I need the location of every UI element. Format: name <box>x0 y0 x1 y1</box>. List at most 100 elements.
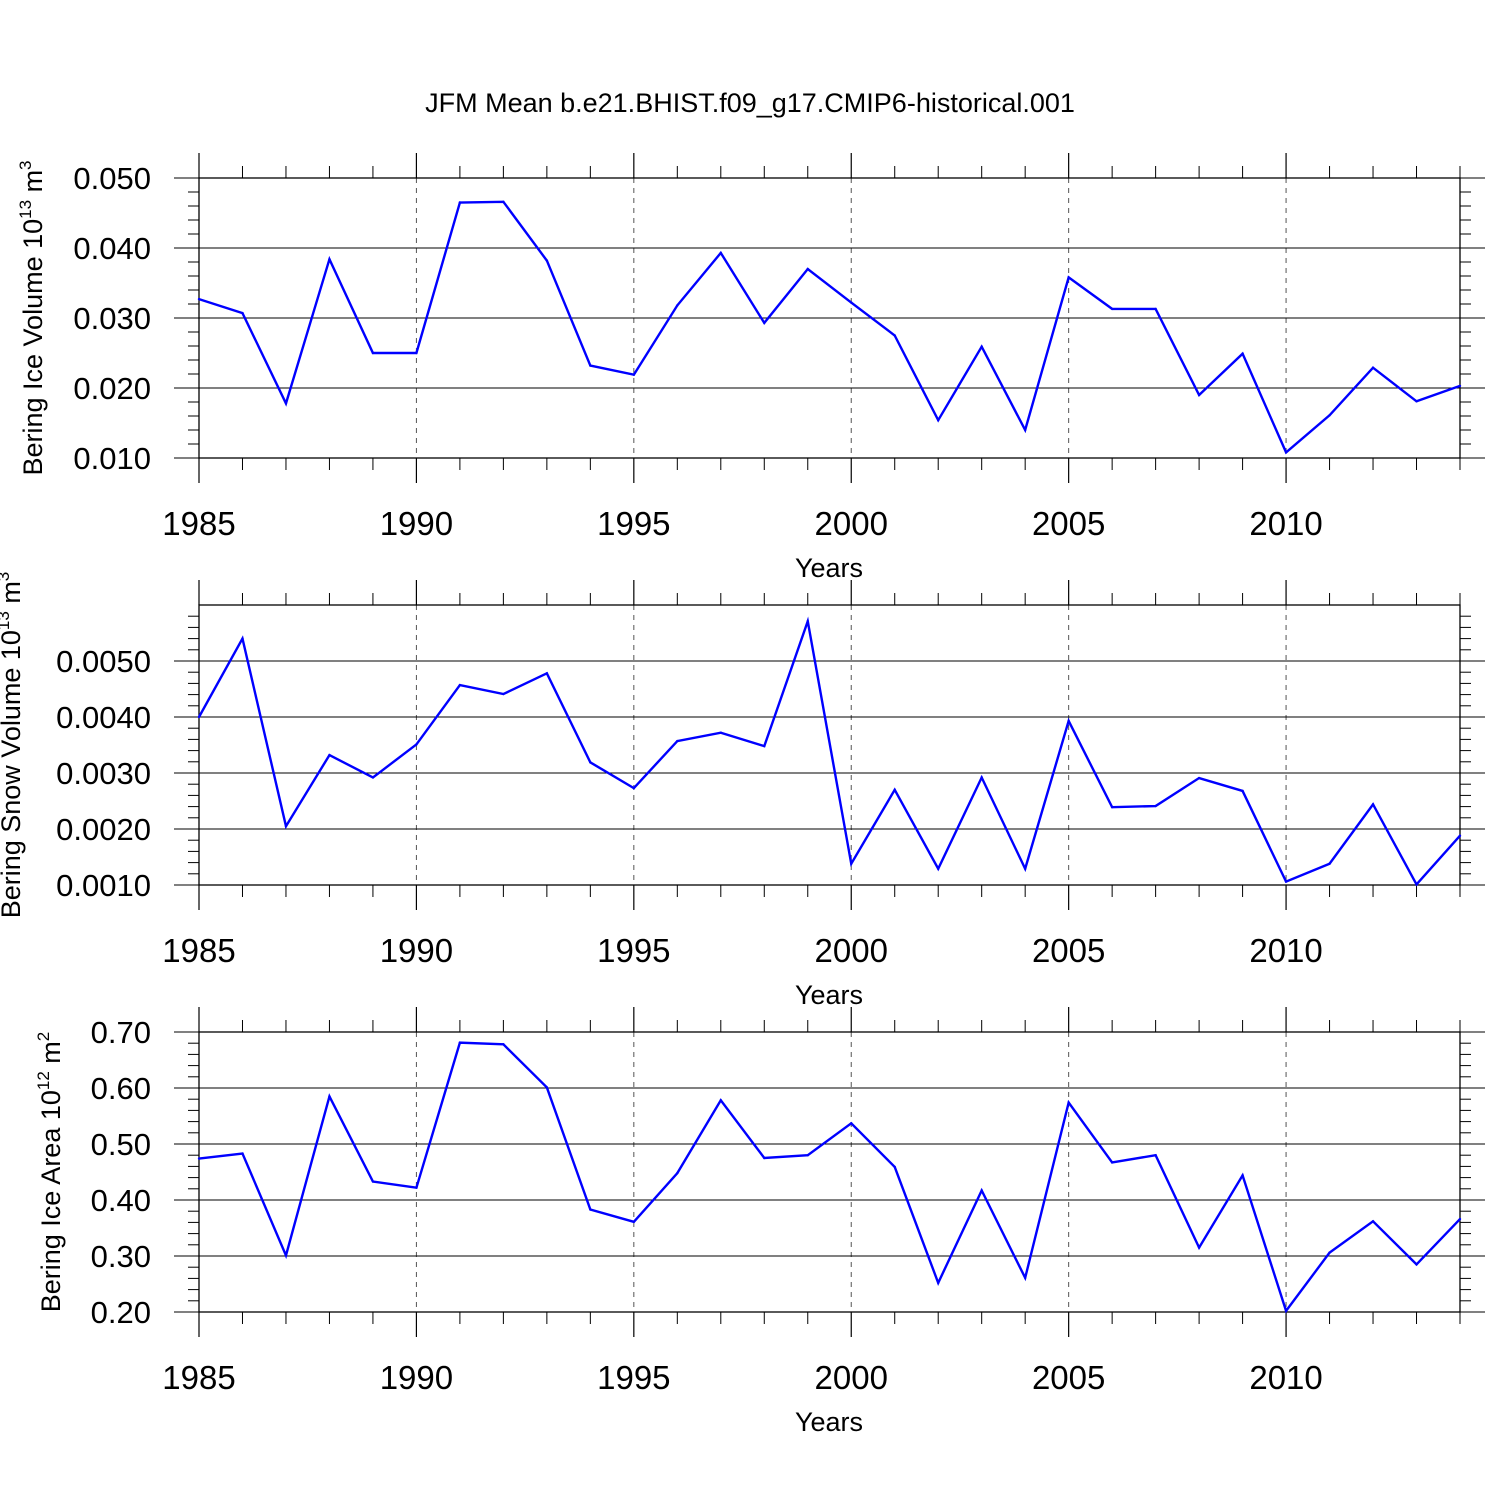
data-point <box>415 1186 418 1189</box>
data-point <box>1067 719 1070 723</box>
data-point <box>284 1254 288 1257</box>
data-point <box>589 761 592 764</box>
data-point <box>676 304 679 307</box>
data-point <box>1197 1246 1201 1249</box>
series-line <box>198 1041 1461 1314</box>
data-point <box>719 251 722 255</box>
data-point <box>632 1220 636 1224</box>
data-point <box>545 1086 549 1089</box>
data-point <box>1197 393 1201 397</box>
y-axis-label-unit: m <box>0 581 26 611</box>
y-tick-label: 0.0050 <box>56 644 151 679</box>
y-tick-label: 0.0020 <box>56 812 151 847</box>
data-point <box>241 637 244 640</box>
y-tick-label: 0.0010 <box>56 868 151 903</box>
x-tick-label: 2010 <box>1249 1359 1322 1396</box>
data-point <box>1328 1251 1331 1254</box>
y-axis-label-unit-exponent: 3 <box>0 572 13 581</box>
data-point <box>1067 276 1070 279</box>
data-point <box>328 258 331 261</box>
data-point <box>1284 1309 1288 1313</box>
data-point <box>1023 867 1027 870</box>
y-axis-label: Bering Snow Volume 1013 m3 <box>0 572 26 919</box>
data-point <box>980 345 983 348</box>
data-point <box>1241 1174 1244 1177</box>
data-point <box>1415 400 1418 403</box>
data-point <box>1458 1217 1462 1221</box>
y-axis-label-exponent: 13 <box>16 200 35 219</box>
y-tick-label: 0.70 <box>91 1015 151 1050</box>
data-point <box>850 1122 853 1125</box>
data-point <box>458 683 462 687</box>
y-tick-label: 0.010 <box>73 441 151 476</box>
data-point <box>458 201 462 204</box>
data-point <box>1371 366 1375 369</box>
data-point <box>415 351 418 355</box>
data-point <box>371 1180 375 1183</box>
data-point <box>1241 789 1244 793</box>
x-tick-label: 2000 <box>815 1359 888 1396</box>
figure-title: JFM Mean b.e21.BHIST.f09_g17.CMIP6-histo… <box>425 88 1075 118</box>
data-point <box>1023 1276 1027 1280</box>
y-tick-label: 0.0040 <box>56 700 151 735</box>
panels: 1985 1990 1995 2000 2005 2010 0.010 0.020 0.030 0… <box>0 153 1485 1437</box>
x-tick-label: 1995 <box>597 932 670 969</box>
data-point <box>763 1156 766 1160</box>
data-point <box>719 731 722 734</box>
y-axis-label-unit-exponent: 3 <box>16 160 35 169</box>
plot-frame <box>198 604 1461 886</box>
data-point <box>1110 1161 1114 1164</box>
y-axis-label-unit: m <box>36 1041 66 1071</box>
x-tick-label: 2000 <box>815 505 888 542</box>
y-tick-label: 0.20 <box>91 1295 151 1330</box>
data-point <box>589 364 592 367</box>
y-axis-label-unit: m <box>18 170 48 200</box>
data-point <box>937 419 940 422</box>
data-point <box>502 692 505 696</box>
data-point <box>371 776 375 779</box>
y-tick-label: 0.50 <box>91 1127 151 1162</box>
x-axis-label: Years <box>795 1407 863 1437</box>
data-point <box>980 1189 983 1192</box>
x-tick-label: 1990 <box>380 932 453 969</box>
data-point <box>1458 834 1462 837</box>
data-point <box>632 786 636 790</box>
x-tick-label: 1995 <box>597 505 670 542</box>
data-point <box>850 862 853 865</box>
x-tick-label: 2000 <box>815 932 888 969</box>
data-point <box>241 311 244 315</box>
data-point <box>1458 384 1462 388</box>
series-line <box>197 616 1461 887</box>
data-point <box>763 744 766 748</box>
y-axis-label-name: Bering Ice Volume 10 <box>18 219 48 476</box>
y-axis-label-name: Bering Ice Area 10 <box>36 1090 66 1312</box>
y-axis-label-exponent: 13 <box>0 611 13 630</box>
y-axis-label: Bering Ice Area 1012 m2 <box>34 1032 66 1313</box>
data-point <box>763 321 766 325</box>
data-point <box>545 672 549 675</box>
data-point <box>1067 1101 1070 1104</box>
data-point <box>545 259 549 262</box>
x-axis-label: Years <box>795 553 863 583</box>
data-point <box>937 1281 940 1285</box>
x-axis-label: Years <box>795 980 863 1010</box>
x-tick-label: 1995 <box>597 1359 670 1396</box>
data-point <box>1371 1220 1375 1223</box>
data-point <box>1415 1263 1418 1266</box>
data-point <box>980 776 983 779</box>
data-point <box>632 373 636 376</box>
x-tick-label: 2010 <box>1249 932 1322 969</box>
y-tick-label: 0.60 <box>91 1071 151 1106</box>
y-tick-label: 0.040 <box>73 231 151 266</box>
data-point <box>1284 451 1288 454</box>
y-tick-label: 0.030 <box>73 301 151 336</box>
x-tick-label: 2005 <box>1032 1359 1105 1396</box>
data-point <box>719 1099 722 1102</box>
data-point <box>1154 307 1157 311</box>
plot-frame <box>198 177 1461 459</box>
data-point <box>241 1152 244 1155</box>
x-tick-label: 1985 <box>162 505 235 542</box>
data-point <box>502 200 505 203</box>
y-axis-label-exponent: 12 <box>34 1071 53 1090</box>
data-point <box>806 620 809 623</box>
